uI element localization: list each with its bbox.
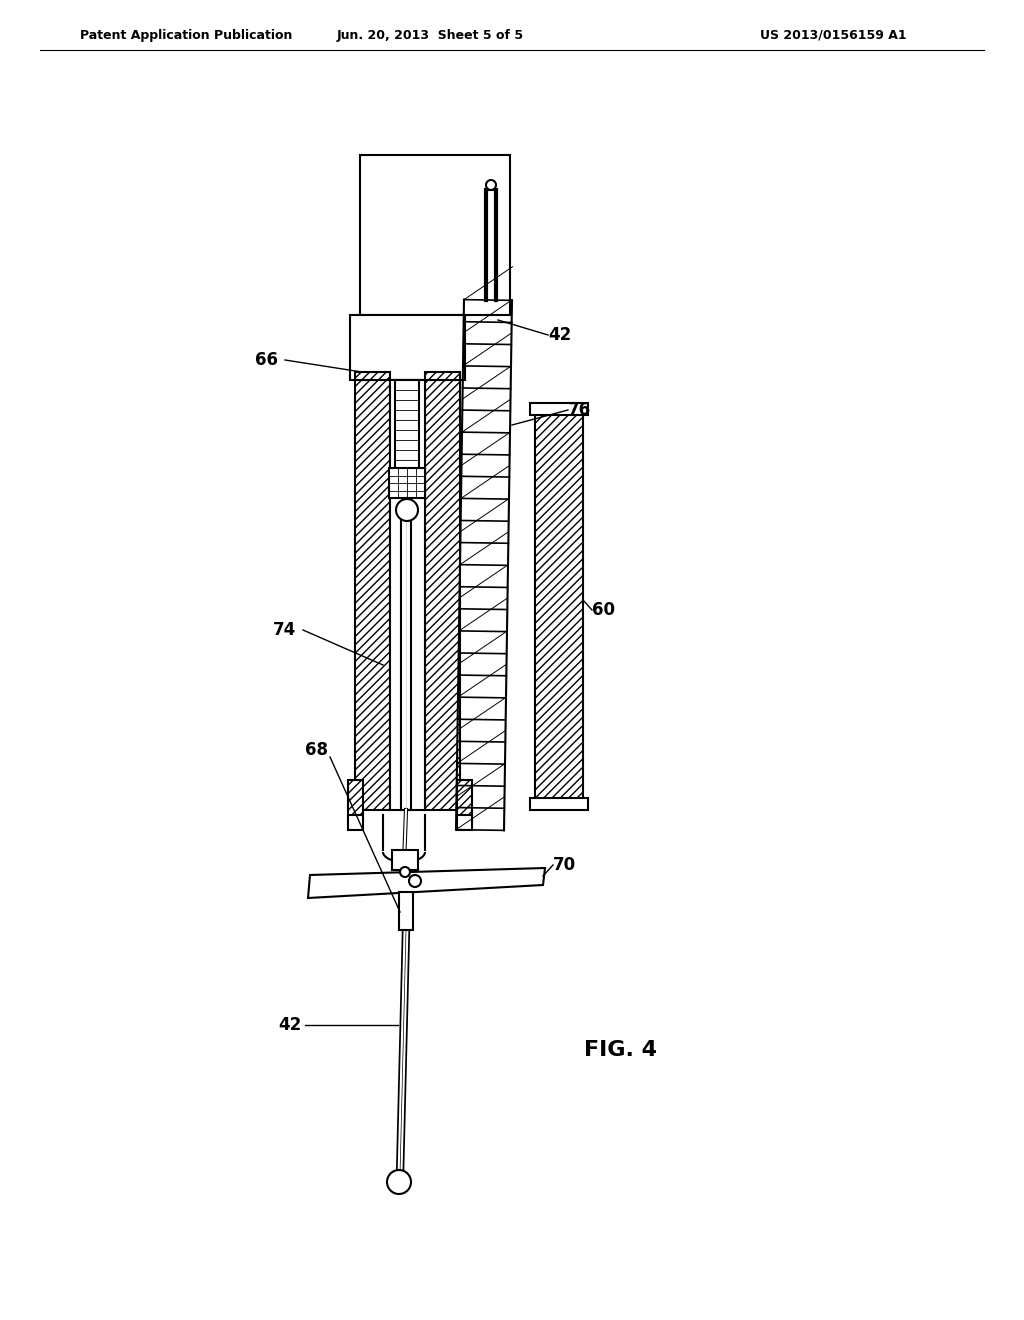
Bar: [355, 380, 390, 810]
Text: 76: 76: [568, 401, 591, 418]
Bar: [425, 380, 460, 810]
Bar: [457, 780, 472, 820]
Bar: [348, 814, 362, 830]
Bar: [390, 380, 425, 810]
Bar: [389, 469, 425, 498]
Bar: [530, 403, 588, 414]
Bar: [350, 315, 465, 380]
Bar: [535, 411, 583, 800]
Bar: [457, 814, 472, 830]
Text: 42: 42: [278, 1016, 301, 1034]
Text: 66: 66: [255, 351, 278, 370]
Bar: [360, 154, 510, 315]
Polygon shape: [308, 869, 545, 898]
Text: 42: 42: [548, 326, 571, 345]
Bar: [399, 892, 413, 931]
Bar: [355, 372, 390, 380]
Circle shape: [400, 867, 410, 876]
Bar: [392, 850, 418, 870]
Text: US 2013/0156159 A1: US 2013/0156159 A1: [760, 29, 906, 41]
Bar: [348, 780, 362, 820]
Circle shape: [387, 1170, 411, 1195]
Circle shape: [396, 499, 418, 521]
Text: 60: 60: [592, 601, 615, 619]
Circle shape: [409, 875, 421, 887]
Text: 70: 70: [553, 855, 577, 874]
Bar: [401, 510, 411, 810]
Text: Jun. 20, 2013  Sheet 5 of 5: Jun. 20, 2013 Sheet 5 of 5: [337, 29, 523, 41]
Bar: [530, 799, 588, 810]
Bar: [395, 380, 419, 470]
Text: FIG. 4: FIG. 4: [584, 1040, 656, 1060]
Bar: [425, 372, 460, 380]
Text: Patent Application Publication: Patent Application Publication: [80, 29, 293, 41]
Text: 74: 74: [273, 620, 296, 639]
Text: 68: 68: [305, 741, 328, 759]
Circle shape: [486, 180, 496, 190]
